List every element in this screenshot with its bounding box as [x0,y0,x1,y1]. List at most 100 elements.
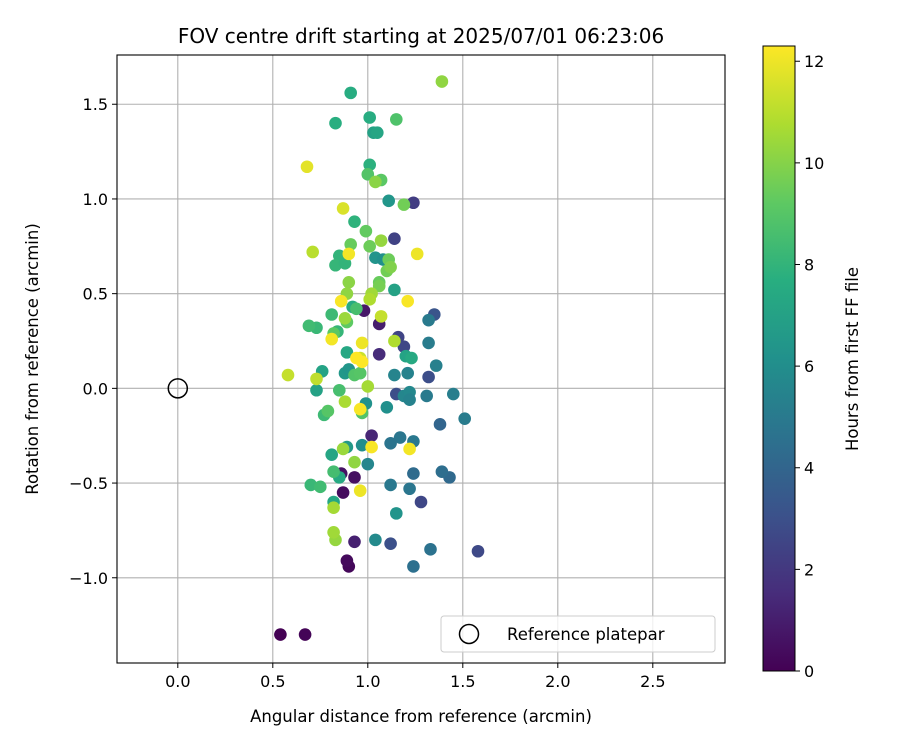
drift-point [380,400,394,414]
drift-point [447,387,460,401]
drift-point [397,198,411,211]
drift-point [363,293,377,306]
colorbar-tick-label: 0 [804,662,814,681]
drift-point [361,380,375,393]
x-tick-label: 2.5 [640,672,665,691]
drift-point [338,395,352,408]
drift-point [424,543,437,556]
data-points [274,75,485,641]
x-axis-ticks: 0.0 0.5 1.0 1.5 2.0 2.5 [165,663,666,691]
drift-point [336,202,350,215]
drift-point [306,245,320,259]
drift-point [333,383,346,397]
drift-point [361,457,375,471]
drift-point [298,628,312,641]
drift-point [353,484,367,497]
drift-point [281,368,295,382]
x-axis-label: Angular distance from reference (arcmin) [250,707,592,726]
drift-point [310,372,323,386]
drift-point [300,160,314,174]
drift-point [429,359,443,372]
drift-point [344,86,358,100]
drift-point [338,257,352,270]
drift-point [388,232,401,246]
drift-point [433,418,447,431]
drift-point [458,412,472,425]
drift-point [471,544,485,558]
drift-point [348,455,361,469]
colorbar: 0 2 4 6 8 10 12 Hours from first FF file [762,45,862,681]
drift-point [363,111,377,124]
drift-point [329,258,342,272]
drift-point [363,240,377,253]
drift-point [401,366,415,380]
drift-point [325,332,339,346]
drift-point [310,383,323,397]
drift-point [407,560,420,573]
legend-reference-marker [458,623,480,645]
drift-point [390,507,403,520]
drift-point [371,126,384,139]
drift-point [384,436,397,450]
y-axis-ticks: −1.0 −0.5 0.0 0.5 1.0 1.5 [69,95,117,588]
drift-point [403,482,416,496]
drift-point [338,311,352,325]
colorbar-tick-label: 12 [804,52,824,71]
drift-point [382,194,396,208]
drift-point [390,113,403,126]
drift-point [355,336,369,350]
drift-point [359,224,373,238]
drift-point [365,440,378,454]
drift-point [327,501,340,514]
drift-point [348,535,361,549]
drift-point [365,429,378,443]
grid [117,55,725,663]
drift-point [342,247,356,261]
legend: Reference platepar [440,615,716,653]
drift-point [435,75,449,88]
drift-point [329,116,342,130]
drift-point [435,465,449,478]
drift-point [344,238,358,251]
drift-point [374,234,388,247]
drift-point [369,533,382,547]
colorbar-ticks: 0 2 4 6 8 10 12 [795,52,824,681]
drift-point [274,628,287,641]
drift-point [350,302,363,316]
plot-frame [116,54,726,664]
drift-point [422,336,435,350]
drift-point [407,196,420,210]
legend-entry-reference-platepar: Reference platepar [507,625,665,644]
drift-point [342,275,356,289]
colorbar-tick-label: 2 [804,560,814,579]
drift-point [353,402,367,416]
drift-point [393,431,407,444]
drift-point [340,554,354,568]
colorbar-gradient [763,46,795,671]
y-tick-label: 0.0 [83,379,108,398]
drift-point [369,175,382,189]
drift-point [414,495,428,509]
x-tick-label: 2.0 [545,672,570,691]
y-tick-label: 1.5 [83,95,108,114]
drift-point [340,346,354,359]
colorbar-tick-label: 4 [804,459,814,478]
chart-title: FOV centre drift starting at 2025/07/01 … [178,24,664,48]
drift-point [403,393,416,407]
drift-point [422,370,435,384]
legend-box [440,615,716,653]
colorbar-tick-label: 8 [804,255,814,274]
drift-point [336,486,350,499]
drift-point [325,448,339,461]
y-axis-label: Rotation from reference (arcmin) [23,223,42,495]
drift-point [410,247,424,261]
drift-point [384,537,397,550]
drift-point [405,351,418,365]
colorbar-tick-label: 6 [804,357,814,376]
reference-platepar-marker [167,378,189,399]
colorbar-frame [762,45,796,672]
drift-point [355,355,369,369]
x-tick-label: 1.5 [450,672,475,691]
y-tick-label: 1.0 [83,190,108,209]
